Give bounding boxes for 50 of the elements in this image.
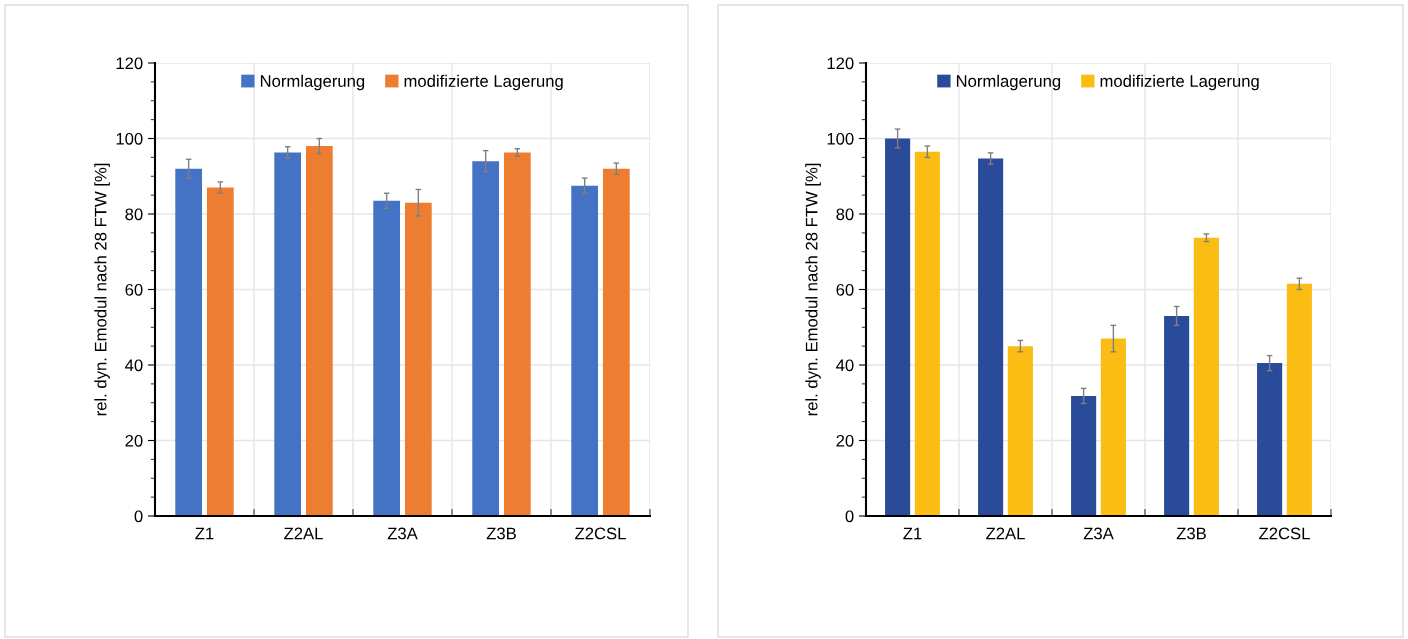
- x-tick-label: Z2AL: [284, 527, 323, 540]
- x-tick-label: Z3A: [387, 527, 418, 540]
- bar: [1007, 346, 1033, 516]
- y-tick-label: 100: [827, 132, 854, 145]
- y-tick-label: 60: [125, 283, 143, 296]
- bar: [1164, 315, 1190, 516]
- bar: [274, 152, 302, 516]
- bar: [914, 151, 940, 516]
- y-tick-label: 60: [836, 283, 854, 296]
- bar: [404, 202, 432, 516]
- y-axis-title: rel. dyn. Emodul nach 28 FTW [%]: [94, 163, 110, 416]
- bar: [978, 158, 1004, 516]
- y-tick-label: 0: [845, 510, 854, 523]
- bar: [175, 168, 203, 516]
- y-tick-label: 120: [116, 57, 143, 70]
- bar: [503, 152, 531, 516]
- x-tick-label: Z3B: [1176, 527, 1206, 540]
- bar: [1193, 237, 1219, 516]
- y-tick-label: 80: [836, 208, 854, 221]
- y-tick-label: 40: [836, 359, 854, 372]
- legend-label: modifizierte Lagerung: [1100, 74, 1259, 91]
- bar: [472, 161, 500, 516]
- bar: [305, 146, 333, 516]
- bar: [1071, 395, 1097, 516]
- y-tick-label: 40: [125, 359, 143, 372]
- legend-label: Normlagerung: [260, 74, 365, 91]
- bar: [1100, 338, 1126, 516]
- x-tick-label: Z1: [195, 527, 214, 540]
- bar: [373, 200, 401, 516]
- bar: [602, 168, 630, 516]
- x-tick-label: Z3B: [486, 527, 516, 540]
- bar: [1286, 283, 1312, 516]
- x-tick-label: Z2AL: [986, 527, 1025, 540]
- bar: [206, 187, 234, 516]
- x-tick-label: Z2CSL: [1259, 527, 1310, 540]
- y-tick-label: 100: [116, 132, 143, 145]
- x-tick-label: Z2CSL: [575, 527, 626, 540]
- y-tick-label: 20: [836, 434, 854, 447]
- legend-label: Normlagerung: [956, 74, 1061, 91]
- x-tick-label: Z3A: [1083, 527, 1114, 540]
- bar: [885, 138, 911, 516]
- y-tick-label: 80: [125, 208, 143, 221]
- x-tick-label: Z1: [903, 527, 922, 540]
- y-tick-label: 20: [125, 434, 143, 447]
- y-tick-label: 0: [134, 510, 143, 523]
- legend-label: modifizierte Lagerung: [404, 74, 563, 91]
- y-axis-title: rel. dyn. Emodul nach 28 FTW [%]: [805, 163, 821, 416]
- bar: [571, 185, 599, 516]
- y-tick-label: 120: [827, 57, 854, 70]
- bar: [1257, 363, 1283, 516]
